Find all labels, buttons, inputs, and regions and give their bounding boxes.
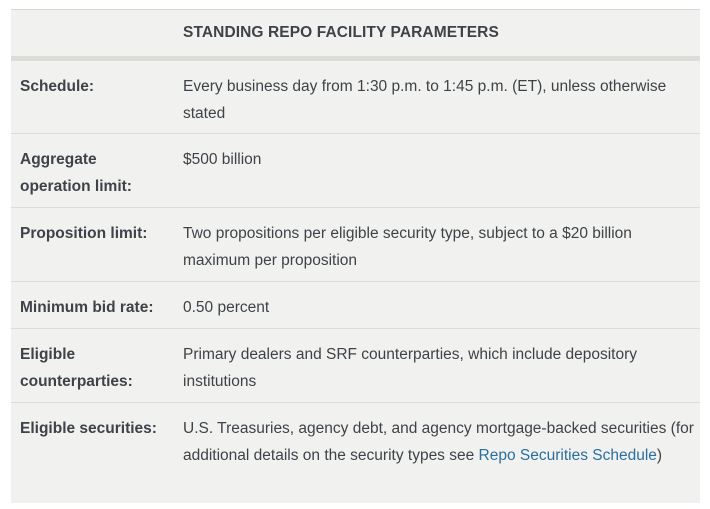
row-label: Aggregate operation limit: — [20, 151, 132, 195]
row-value-text: U.S. Treasuries, agency debt, and agency… — [183, 420, 694, 464]
row-label: Minimum bid rate: — [20, 299, 154, 316]
row-value: Two propositions per eligible security t… — [183, 225, 632, 269]
table-row-eligible-securities: Eligible securities: U.S. Treasuries, ag… — [11, 403, 700, 503]
repo-securities-schedule-link[interactable]: Repo Securities Schedule — [478, 447, 657, 464]
table-title: STANDING REPO FACILITY PARAMETERS — [183, 24, 499, 41]
row-label: Proposition limit: — [20, 225, 148, 242]
row-label: Eligible counterparties: — [20, 346, 133, 390]
table-row-schedule: Schedule: Every business day from 1:30 p… — [11, 61, 700, 134]
table-row-aggregate-limit: Aggregate operation limit: $500 billion — [11, 134, 700, 208]
table-row-minimum-bid-rate: Minimum bid rate: 0.50 percent — [11, 282, 700, 329]
row-value: 0.50 percent — [183, 299, 270, 316]
row-value: Primary dealers and SRF counterparties, … — [183, 346, 638, 390]
row-label: Eligible securities: — [20, 420, 157, 437]
row-value-text-end: ) — [656, 447, 663, 464]
row-label: Schedule: — [20, 78, 95, 95]
row-value: $500 billion — [183, 151, 262, 168]
srf-parameters-table: STANDING REPO FACILITY PARAMETERS Schedu… — [11, 9, 700, 503]
table-row-eligible-counterparties: Eligible counterparties: Primary dealers… — [11, 329, 700, 403]
row-value: Every business day from 1:30 p.m. to 1:4… — [183, 78, 667, 122]
table-header: STANDING REPO FACILITY PARAMETERS — [11, 10, 700, 61]
table-row-proposition-limit: Proposition limit: Two propositions per … — [11, 208, 700, 282]
row-value: U.S. Treasuries, agency debt, and agency… — [183, 415, 695, 469]
